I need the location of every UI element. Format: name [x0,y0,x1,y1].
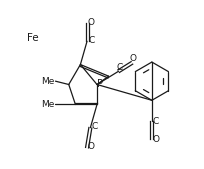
Text: C: C [153,117,159,126]
Text: Me: Me [41,77,55,86]
Text: O: O [129,54,136,63]
Text: C: C [116,63,123,71]
Text: Fe: Fe [27,33,39,43]
Text: Me: Me [41,100,55,109]
Text: C: C [88,36,94,45]
Text: O: O [153,135,160,144]
Text: O: O [88,18,95,27]
Text: O: O [88,142,95,151]
Text: C: C [91,122,98,131]
Text: P: P [96,79,102,89]
